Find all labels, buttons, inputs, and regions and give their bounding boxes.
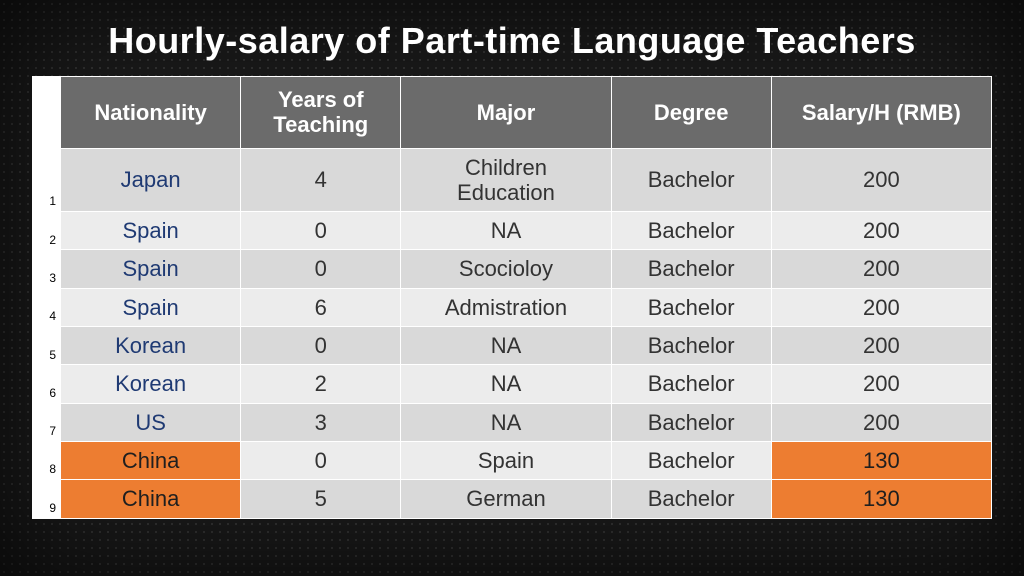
cell-nationality: US bbox=[61, 403, 241, 441]
cell-years: 5 bbox=[241, 480, 401, 518]
cell-salary: 200 bbox=[771, 403, 991, 441]
col-header-nationality: Nationality bbox=[61, 77, 241, 149]
salary-table: Nationality Years of Teaching Major Degr… bbox=[32, 76, 992, 519]
cell-years: 2 bbox=[241, 365, 401, 403]
cell-major: NA bbox=[401, 327, 611, 365]
cell-degree: Bachelor bbox=[611, 327, 771, 365]
row-index: 4 bbox=[33, 288, 61, 326]
cell-degree: Bachelor bbox=[611, 250, 771, 288]
cell-years: 0 bbox=[241, 441, 401, 479]
cell-years: 0 bbox=[241, 212, 401, 250]
col-header-major: Major bbox=[401, 77, 611, 149]
salary-table-container: Nationality Years of Teaching Major Degr… bbox=[32, 76, 992, 519]
table-row: 7US3NABachelor200 bbox=[33, 403, 992, 441]
row-index: 6 bbox=[33, 365, 61, 403]
cell-degree: Bachelor bbox=[611, 480, 771, 518]
table-row: 1Japan4ChildrenEducationBachelor200 bbox=[33, 148, 992, 212]
cell-major: Spain bbox=[401, 441, 611, 479]
cell-major: German bbox=[401, 480, 611, 518]
cell-years: 4 bbox=[241, 148, 401, 212]
cell-degree: Bachelor bbox=[611, 403, 771, 441]
col-header-salary: Salary/H (RMB) bbox=[771, 77, 991, 149]
row-index: 2 bbox=[33, 212, 61, 250]
cell-degree: Bachelor bbox=[611, 212, 771, 250]
cell-salary: 130 bbox=[771, 480, 991, 518]
row-index: 1 bbox=[33, 148, 61, 212]
cell-nationality: Spain bbox=[61, 288, 241, 326]
cell-degree: Bachelor bbox=[611, 148, 771, 212]
col-header-index bbox=[33, 77, 61, 149]
row-index: 7 bbox=[33, 403, 61, 441]
row-index: 9 bbox=[33, 480, 61, 518]
row-index: 3 bbox=[33, 250, 61, 288]
col-header-years: Years of Teaching bbox=[241, 77, 401, 149]
cell-major: ChildrenEducation bbox=[401, 148, 611, 212]
cell-major: Admistration bbox=[401, 288, 611, 326]
cell-years: 0 bbox=[241, 250, 401, 288]
col-header-degree: Degree bbox=[611, 77, 771, 149]
table-row: 5Korean0NABachelor200 bbox=[33, 327, 992, 365]
cell-degree: Bachelor bbox=[611, 288, 771, 326]
cell-nationality: Spain bbox=[61, 250, 241, 288]
cell-degree: Bachelor bbox=[611, 441, 771, 479]
row-index: 8 bbox=[33, 441, 61, 479]
table-header-row: Nationality Years of Teaching Major Degr… bbox=[33, 77, 992, 149]
cell-salary: 200 bbox=[771, 212, 991, 250]
cell-nationality: China bbox=[61, 480, 241, 518]
cell-nationality: China bbox=[61, 441, 241, 479]
row-index: 5 bbox=[33, 327, 61, 365]
table-row: 4Spain6AdmistrationBachelor200 bbox=[33, 288, 992, 326]
cell-major: NA bbox=[401, 212, 611, 250]
cell-years: 0 bbox=[241, 327, 401, 365]
table-row: 8China0SpainBachelor130 bbox=[33, 441, 992, 479]
cell-major: Scocioloy bbox=[401, 250, 611, 288]
cell-salary: 200 bbox=[771, 365, 991, 403]
table-row: 9China5GermanBachelor130 bbox=[33, 480, 992, 518]
table-row: 3Spain0ScocioloyBachelor200 bbox=[33, 250, 992, 288]
cell-salary: 200 bbox=[771, 148, 991, 212]
cell-salary: 130 bbox=[771, 441, 991, 479]
cell-degree: Bachelor bbox=[611, 365, 771, 403]
cell-major: NA bbox=[401, 403, 611, 441]
cell-salary: 200 bbox=[771, 327, 991, 365]
cell-salary: 200 bbox=[771, 250, 991, 288]
table-row: 2Spain0NABachelor200 bbox=[33, 212, 992, 250]
cell-nationality: Korean bbox=[61, 327, 241, 365]
cell-major: NA bbox=[401, 365, 611, 403]
cell-nationality: Korean bbox=[61, 365, 241, 403]
table-body: 1Japan4ChildrenEducationBachelor2002Spai… bbox=[33, 148, 992, 518]
cell-years: 3 bbox=[241, 403, 401, 441]
cell-years: 6 bbox=[241, 288, 401, 326]
cell-nationality: Spain bbox=[61, 212, 241, 250]
cell-nationality: Japan bbox=[61, 148, 241, 212]
page-title: Hourly-salary of Part-time Language Teac… bbox=[0, 0, 1024, 76]
table-row: 6Korean2NABachelor200 bbox=[33, 365, 992, 403]
cell-salary: 200 bbox=[771, 288, 991, 326]
